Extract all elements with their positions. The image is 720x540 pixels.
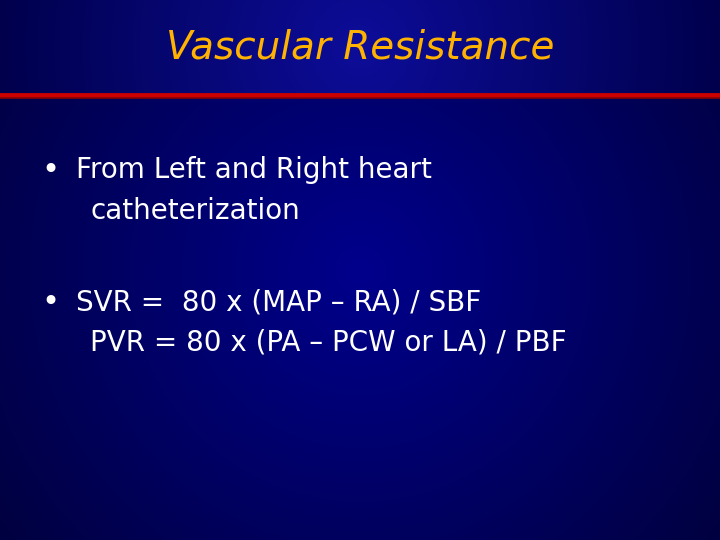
Text: From Left and Right heart: From Left and Right heart xyxy=(76,156,431,184)
Text: catheterization: catheterization xyxy=(90,197,300,225)
Text: •: • xyxy=(41,156,60,185)
Text: SVR =  80 x (MAP – RA) / SBF: SVR = 80 x (MAP – RA) / SBF xyxy=(76,288,481,316)
Text: •: • xyxy=(41,288,60,317)
Text: PVR = 80 x (PA – PCW or LA) / PBF: PVR = 80 x (PA – PCW or LA) / PBF xyxy=(90,329,567,357)
Text: Vascular Resistance: Vascular Resistance xyxy=(166,28,554,66)
